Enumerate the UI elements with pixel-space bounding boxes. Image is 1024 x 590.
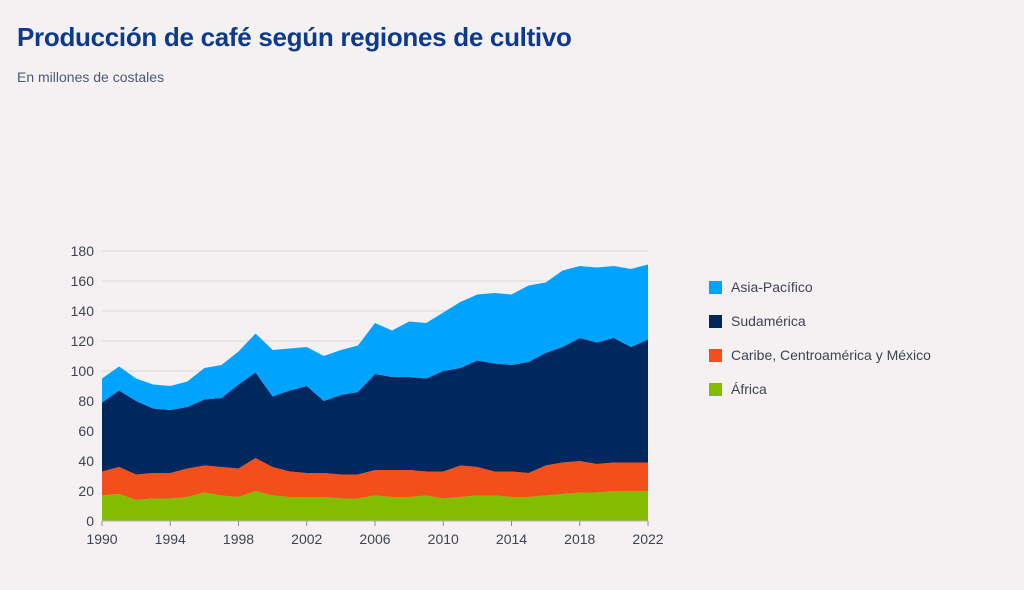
chart-title: Producción de café según regiones de cul… xyxy=(17,22,572,52)
legend-item: Asia-Pacífico xyxy=(709,278,931,296)
y-tick-label: 140 xyxy=(71,303,95,319)
legend-label: África xyxy=(731,381,767,397)
area-africa xyxy=(102,491,648,521)
legend-item: Caribe, Centroamérica y México xyxy=(709,346,931,364)
x-tick-label: 1998 xyxy=(223,531,254,547)
chart-subtitle: En millones de costales xyxy=(17,69,165,85)
y-tick-label: 180 xyxy=(71,243,95,259)
legend-swatch xyxy=(709,382,722,396)
y-tick-label: 80 xyxy=(78,393,94,409)
axes: 0 20 40 60 80 100 120 140 160 180 1990 1994 1998 2002… xyxy=(71,243,664,547)
y-tick-label: 20 xyxy=(78,483,94,499)
y-tick-label: 0 xyxy=(86,513,94,529)
legend-label: Caribe, Centroamérica y México xyxy=(731,347,931,363)
legend: Asia-Pacífico Sudamérica Caribe, Centroamé… xyxy=(709,278,931,414)
area-series xyxy=(102,264,648,521)
legend-label: Asia-Pacífico xyxy=(731,279,813,295)
y-tick-label: 60 xyxy=(78,423,94,439)
y-tick-label: 160 xyxy=(71,273,95,289)
area-sudamerica xyxy=(102,338,648,475)
legend-swatch xyxy=(709,348,722,362)
legend-swatch xyxy=(709,280,722,294)
y-tick-label: 40 xyxy=(78,453,94,469)
x-tick-label: 2018 xyxy=(564,531,595,547)
x-tick-label: 2014 xyxy=(496,531,527,547)
x-tick-label: 2022 xyxy=(632,531,663,547)
y-tick-label: 120 xyxy=(71,333,95,349)
legend-item: África xyxy=(709,380,931,398)
x-tick-label: 2010 xyxy=(428,531,459,547)
y-tick-label: 100 xyxy=(71,363,95,379)
x-tick-label: 2006 xyxy=(359,531,390,547)
x-tick-label: 2002 xyxy=(291,531,322,547)
legend-label: Sudamérica xyxy=(731,313,806,329)
x-tick-label: 1994 xyxy=(155,531,186,547)
area-asia-pacifico xyxy=(102,264,648,410)
legend-swatch xyxy=(709,314,722,328)
legend-item: Sudamérica xyxy=(709,312,931,330)
x-tick-label: 1990 xyxy=(86,531,117,547)
